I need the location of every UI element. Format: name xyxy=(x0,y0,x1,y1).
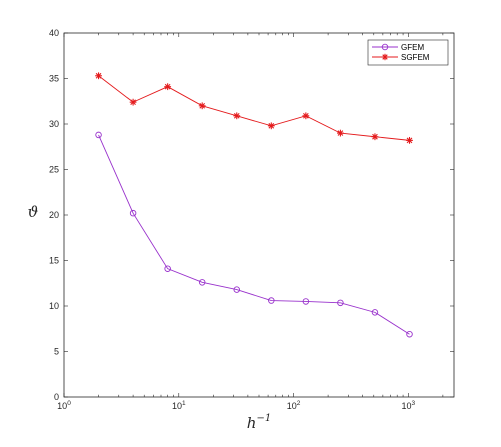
x-tick-label-base: 10 xyxy=(57,401,67,411)
marker-stroke xyxy=(199,102,206,109)
marker-stroke xyxy=(372,133,378,140)
marker-stroke xyxy=(95,72,102,79)
legend-item-gfem: GFEM xyxy=(372,43,424,52)
x-axis-label-base: h xyxy=(247,414,257,432)
legend-label: GFEM xyxy=(401,43,424,52)
marker-stroke xyxy=(337,130,344,136)
y-tick-label: 25 xyxy=(49,165,59,175)
marker-stroke xyxy=(130,99,136,105)
x-tick-label-exp: 1 xyxy=(182,400,186,407)
x-tick-label: 103 xyxy=(402,400,416,411)
data-point xyxy=(198,102,206,110)
data-point xyxy=(337,129,344,137)
series-gfem xyxy=(95,131,413,338)
y-tick-label: 15 xyxy=(49,256,59,266)
x-tick-label-exp: 2 xyxy=(297,400,301,407)
x-tick-label: 101 xyxy=(172,400,186,411)
plot-frame xyxy=(63,32,455,398)
data-point xyxy=(129,209,137,217)
series-line xyxy=(98,134,410,335)
legend-item-sgfem: SGFEM xyxy=(372,53,430,62)
y-tick-label: 40 xyxy=(49,28,59,38)
x-tick-label-exp: 3 xyxy=(412,400,416,407)
y-tick-label: 20 xyxy=(49,210,59,220)
data-point xyxy=(381,43,389,51)
series-sgfem xyxy=(95,72,413,144)
legend-label: SGFEM xyxy=(401,53,430,62)
marker-stroke xyxy=(303,112,309,119)
data-point xyxy=(337,299,344,307)
data-point xyxy=(95,131,102,139)
series-layer xyxy=(95,72,413,338)
y-tick-label: 35 xyxy=(49,74,59,84)
data-point xyxy=(406,136,413,144)
marker-stroke xyxy=(164,83,171,90)
data-point xyxy=(233,112,241,120)
data-point xyxy=(268,297,275,304)
marker-stroke xyxy=(406,137,413,144)
x-tick-label: 100 xyxy=(57,400,71,411)
data-point xyxy=(233,286,241,293)
x-tick-label-base: 10 xyxy=(402,401,412,411)
data-point xyxy=(406,330,413,338)
data-point xyxy=(129,98,137,106)
data-point xyxy=(267,122,275,130)
data-point xyxy=(164,83,172,91)
data-point xyxy=(95,72,102,80)
x-axis: 100 101 102 103 xyxy=(57,33,444,411)
data-point xyxy=(302,298,310,305)
data-point xyxy=(371,133,379,141)
y-tick-label: 0 xyxy=(54,392,59,402)
marker-stroke xyxy=(233,112,240,119)
series-line xyxy=(98,75,410,141)
y-axis: 0 5 10 15 20 25 30 35 40 xyxy=(49,28,454,402)
y-tick-label: 10 xyxy=(49,301,59,311)
x-axis-label: h−1 xyxy=(247,413,271,432)
data-point xyxy=(302,112,310,120)
x-tick-label-base: 10 xyxy=(172,401,182,411)
x-tick-label-exp: 0 xyxy=(67,400,71,407)
plot-area xyxy=(64,33,454,397)
data-point xyxy=(371,309,379,316)
legend-box xyxy=(367,39,449,66)
marker-stroke xyxy=(268,122,275,129)
y-tick-label: 5 xyxy=(54,347,59,357)
data-point xyxy=(164,265,171,272)
y-tick-label: 30 xyxy=(49,119,59,129)
x-tick-label: 102 xyxy=(287,400,301,411)
x-tick-label-base: 10 xyxy=(287,401,297,411)
x-axis-label-exp: −1 xyxy=(256,413,271,424)
y-axis-label: ϑ xyxy=(28,203,39,221)
data-point xyxy=(381,53,389,61)
marker-stroke xyxy=(382,54,388,60)
data-point xyxy=(198,279,206,286)
